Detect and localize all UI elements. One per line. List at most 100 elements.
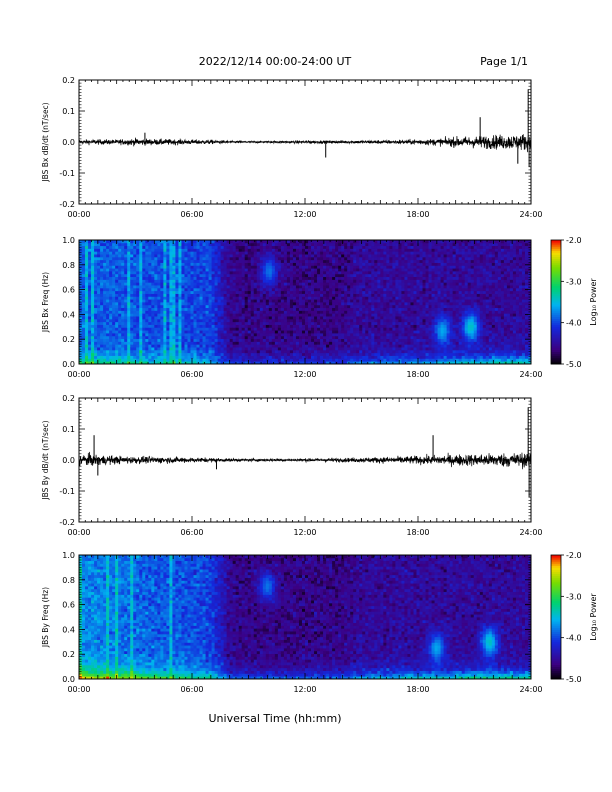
spectrogram-cell [271, 259, 276, 263]
spectrogram-cell [277, 273, 282, 278]
spectrogram-cell [145, 330, 149, 334]
spectrogram-cell [214, 245, 219, 249]
spectrogram-cell [377, 245, 381, 249]
spectrogram-cell [271, 296, 276, 300]
spectrogram-cell [253, 361, 258, 365]
spectrogram-cell [280, 254, 285, 258]
spectrogram-cell [184, 324, 188, 328]
spectrogram-cell [308, 333, 312, 337]
spectrogram-cell [298, 313, 303, 317]
spectrogram-cell [356, 313, 360, 317]
spectrogram-cell [202, 358, 206, 362]
spectrogram-cell [241, 349, 246, 354]
spectrogram-cell [223, 313, 228, 317]
spectrogram-cell [154, 310, 158, 314]
spectrogram-cell [139, 347, 143, 351]
spectrogram-cell [371, 293, 375, 297]
spectrogram-cell [121, 352, 125, 356]
spectrogram-cell [347, 290, 351, 294]
spectrogram-cell [109, 282, 113, 286]
spectrogram-cell [356, 338, 360, 342]
spectrogram-cell [178, 358, 182, 362]
spectrogram-cell [160, 330, 164, 334]
spectrogram-cell [118, 307, 122, 311]
spectrogram-cell [250, 304, 255, 309]
spectrogram-cell [133, 265, 137, 269]
spectrogram-cell [347, 293, 351, 297]
spectrogram-cell [187, 307, 191, 311]
spectrogram-cell [127, 279, 131, 283]
spectrogram-cell [365, 293, 369, 297]
spectrogram-cell [353, 262, 357, 266]
spectrogram-cell [175, 307, 179, 311]
spectrogram-cell [377, 321, 381, 325]
spectrogram-cell [350, 349, 354, 354]
spectrogram-cell [175, 248, 179, 252]
spectrogram-cell [109, 259, 113, 263]
spectrogram-cell [130, 273, 134, 278]
spectrogram-cell [169, 355, 173, 359]
spectrogram-cell [199, 330, 203, 334]
spectrogram-cell [341, 313, 345, 317]
spectrogram-cell [187, 304, 191, 309]
spectrogram-cell [157, 313, 161, 317]
spectrogram-cell [154, 256, 158, 261]
spectrogram-cell [398, 338, 402, 342]
spectrogram-cell [94, 302, 98, 306]
spectrogram-cell [277, 248, 282, 252]
spectrogram-cell [196, 251, 200, 255]
spectrogram-cell [298, 321, 303, 325]
spectrogram-cell [190, 287, 194, 292]
spectrogram-cell [130, 318, 134, 323]
spectrogram-cell [274, 321, 279, 325]
spectrogram-cell [160, 338, 164, 342]
spectrogram-cell [217, 279, 222, 283]
spectrogram-cell [320, 333, 324, 337]
spectrogram-cell [259, 285, 264, 289]
spectrogram-cell [148, 318, 152, 323]
spectrogram-cell [253, 268, 258, 272]
spectrogram-cell [142, 304, 146, 309]
spectrogram-cell [353, 313, 357, 317]
spectrogram-cell [232, 358, 237, 362]
spectrogram-cell [283, 361, 288, 365]
spectrogram-cell [160, 240, 164, 244]
spectrogram-cell [85, 352, 89, 356]
spectrogram-cell [292, 349, 297, 354]
spectrogram-cell [196, 344, 200, 348]
spectrogram-cell [175, 352, 179, 356]
spectrogram-cell [205, 287, 209, 292]
spectrogram-cell [181, 344, 185, 348]
spectrogram-cell [220, 256, 225, 261]
spectrogram-cell [359, 335, 363, 340]
spectrogram-cell [398, 358, 402, 362]
spectrogram-cell [208, 327, 212, 331]
spectrogram-cell [377, 327, 381, 331]
spectrogram-cell [142, 282, 146, 286]
spectrogram-cell [85, 296, 89, 300]
spectrogram-cell [124, 341, 128, 345]
spectrogram-cell [199, 273, 203, 278]
spectrogram-cell [362, 327, 366, 331]
spectrogram-cell [139, 333, 143, 337]
spectrogram-cell [229, 318, 234, 323]
spectrogram-cell [193, 313, 197, 317]
spectrogram-cell [335, 242, 339, 247]
spectrogram-cell [350, 333, 354, 337]
spectrogram-cell [226, 282, 231, 286]
spectrogram-cell [329, 330, 333, 334]
spectrogram-cell [301, 290, 306, 294]
spectrogram-cell [184, 276, 188, 280]
spectrogram-cell [148, 262, 152, 266]
spectrogram-cell [295, 240, 300, 244]
spectrogram-cell [365, 285, 369, 289]
spectrogram-cell [247, 327, 252, 331]
spectrogram-cell [103, 302, 107, 306]
spectrogram-cell [277, 245, 282, 249]
spectrogram-cell [133, 327, 137, 331]
spectrogram-cell [305, 268, 309, 272]
spectrogram-cell [169, 285, 173, 289]
spectrogram-cell [205, 316, 209, 320]
spectrogram-cell [268, 293, 273, 297]
spectrogram-cell [338, 338, 342, 342]
